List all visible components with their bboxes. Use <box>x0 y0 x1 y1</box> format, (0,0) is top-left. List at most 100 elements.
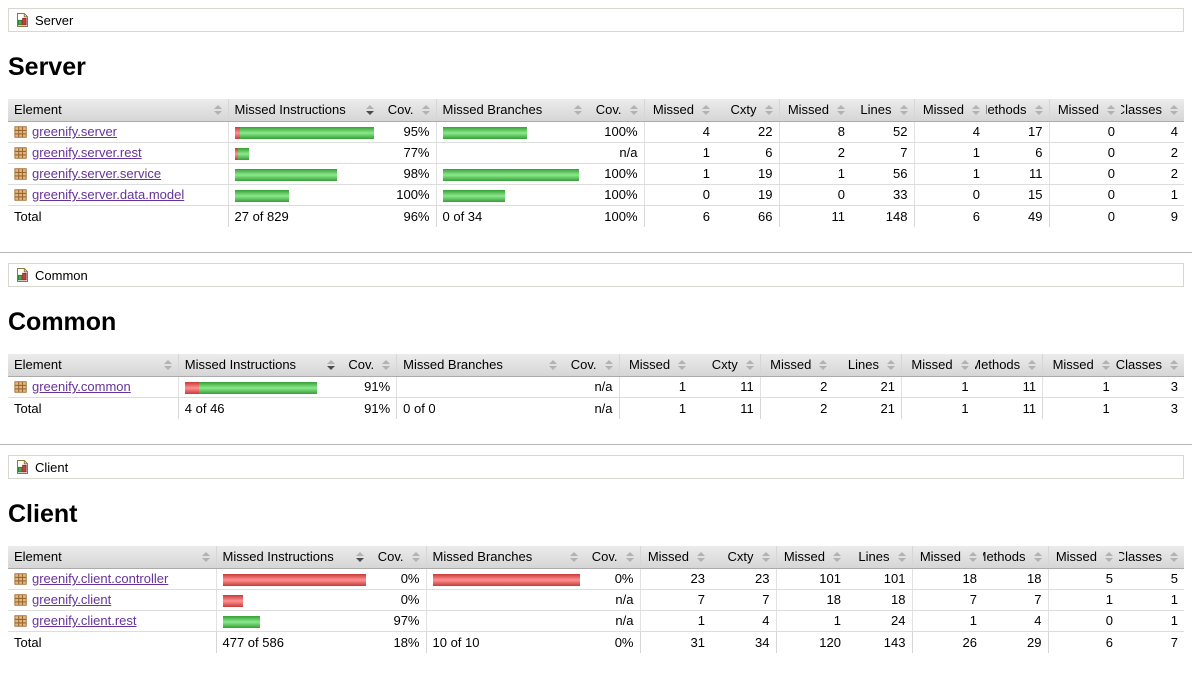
sort-arrows-icon[interactable] <box>574 104 582 115</box>
branch-coverage-value: n/a <box>584 610 640 632</box>
column-header-missed-methods[interactable]: Missed <box>911 546 983 569</box>
column-header-methods[interactable]: Methods <box>974 354 1043 377</box>
branch-coverage-value: n/a <box>562 376 620 398</box>
package-link[interactable]: greenify.server.service <box>32 166 162 181</box>
column-header-missed-classes[interactable]: Missed <box>1047 546 1119 569</box>
column-header-methods[interactable]: Methods <box>983 546 1048 569</box>
column-header-instruction-cov[interactable]: Cov. <box>340 354 397 377</box>
column-header-missed-lines[interactable]: Missed <box>775 546 847 569</box>
sort-arrows-icon[interactable] <box>570 551 578 562</box>
sort-arrows-icon[interactable] <box>548 359 557 370</box>
sort-arrows-icon[interactable] <box>1034 104 1043 115</box>
instruction-coverage-value: 77% <box>380 142 436 164</box>
column-header-missed-branches[interactable]: Missed Branches <box>396 354 563 377</box>
column-header-element[interactable]: Element <box>8 546 216 569</box>
sort-arrows-icon[interactable] <box>625 551 634 562</box>
column-header-lines[interactable]: Lines <box>851 99 914 122</box>
sort-arrows-icon[interactable] <box>1101 359 1110 370</box>
sort-arrows-icon[interactable] <box>326 359 335 370</box>
column-header-instruction-cov[interactable]: Cov. <box>380 99 436 122</box>
column-header-missed-methods[interactable]: Missed <box>913 99 986 122</box>
column-header-missed-branches[interactable]: Missed Branches <box>435 99 588 122</box>
sort-arrows-icon[interactable] <box>969 551 977 562</box>
column-header-instruction-cov[interactable]: Cov. <box>370 546 426 569</box>
sort-arrows-icon[interactable] <box>1033 551 1042 562</box>
package-icon <box>14 167 28 181</box>
sort-arrows-icon[interactable] <box>897 551 906 562</box>
package-link[interactable]: greenify.common <box>32 379 131 394</box>
sort-arrows-icon[interactable] <box>886 359 895 370</box>
classes-value: 3 <box>1115 376 1184 398</box>
sort-arrows-icon[interactable] <box>833 551 841 562</box>
sort-arrows-icon[interactable] <box>899 104 908 115</box>
sort-arrows-icon[interactable] <box>960 359 969 370</box>
sort-arrows-icon[interactable] <box>213 104 222 115</box>
sort-arrows-icon[interactable] <box>819 359 828 370</box>
sort-arrows-icon[interactable] <box>1170 551 1178 562</box>
column-header-missed-classes[interactable]: Missed <box>1042 354 1116 377</box>
column-header-methods[interactable]: Methods <box>986 99 1049 122</box>
column-header-missed-branches[interactable]: Missed Branches <box>425 546 584 569</box>
missed-instructions-bar <box>234 147 249 160</box>
sort-arrows-icon[interactable] <box>972 104 980 115</box>
sort-arrows-icon[interactable] <box>1105 551 1113 562</box>
missed-lines-value: 1 <box>775 610 847 632</box>
column-header-cxty[interactable]: Cxty <box>716 99 779 122</box>
column-header-branch-cov[interactable]: Cov. <box>588 99 644 122</box>
sort-arrows-icon[interactable] <box>1028 359 1037 370</box>
column-header-cxty[interactable]: Cxty <box>692 354 761 377</box>
column-header-element[interactable]: Element <box>8 99 228 122</box>
sort-arrows-icon[interactable] <box>761 551 770 562</box>
total-classes: 7 <box>1119 630 1184 653</box>
package-link[interactable]: greenify.server <box>32 124 118 139</box>
column-header-branch-cov[interactable]: Cov. <box>584 546 640 569</box>
sort-arrows-icon[interactable] <box>702 104 710 115</box>
column-header-classes[interactable]: Classes <box>1115 354 1184 377</box>
sort-arrows-icon[interactable] <box>604 359 613 370</box>
column-header-missed-cxty[interactable]: Missed <box>643 99 716 122</box>
sort-arrows-icon[interactable] <box>1170 104 1178 115</box>
column-header-classes[interactable]: Classes <box>1121 99 1184 122</box>
sort-arrows-icon[interactable] <box>356 551 364 562</box>
sort-arrows-icon[interactable] <box>201 551 210 562</box>
column-header-missed-lines[interactable]: Missed <box>778 99 851 122</box>
sort-arrows-icon[interactable] <box>1170 359 1178 370</box>
instruction-coverage-value: 97% <box>370 610 426 632</box>
package-link[interactable]: greenify.client <box>32 592 112 607</box>
column-header-missed-instructions[interactable]: Missed Instructions <box>177 354 341 377</box>
sort-arrows-icon[interactable] <box>411 551 420 562</box>
sort-arrows-icon[interactable] <box>745 359 754 370</box>
column-header-branch-cov[interactable]: Cov. <box>562 354 620 377</box>
sort-arrows-icon[interactable] <box>382 359 391 370</box>
total-lines: 21 <box>833 396 902 419</box>
column-header-missed-classes[interactable]: Missed <box>1048 99 1121 122</box>
total-lines: 148 <box>851 204 914 227</box>
sort-arrows-icon[interactable] <box>163 359 172 370</box>
column-header-missed-cxty[interactable]: Missed <box>618 354 693 377</box>
sort-arrows-icon[interactable] <box>1107 104 1115 115</box>
column-header-cxty[interactable]: Cxty <box>711 546 776 569</box>
package-link[interactable]: greenify.client.controller <box>32 571 169 586</box>
column-header-missed-cxty[interactable]: Missed <box>639 546 711 569</box>
lines-value: 52 <box>851 121 914 143</box>
package-link[interactable]: greenify.server.rest <box>32 145 142 160</box>
column-header-lines[interactable]: Lines <box>847 546 912 569</box>
methods-value: 6 <box>986 142 1049 164</box>
column-header-missed-methods[interactable]: Missed <box>900 354 975 377</box>
sort-arrows-icon[interactable] <box>629 104 638 115</box>
column-header-missed-instructions[interactable]: Missed Instructions <box>215 546 370 569</box>
sort-arrows-icon[interactable] <box>421 104 430 115</box>
sort-arrows-icon[interactable] <box>837 104 845 115</box>
column-header-classes[interactable]: Classes <box>1119 546 1184 569</box>
column-header-lines[interactable]: Lines <box>833 354 902 377</box>
total-missed-methods: 26 <box>911 630 983 653</box>
sort-arrows-icon[interactable] <box>697 551 705 562</box>
sort-arrows-icon[interactable] <box>678 359 687 370</box>
column-header-missed-lines[interactable]: Missed <box>759 354 834 377</box>
column-header-element[interactable]: Element <box>8 354 179 377</box>
sort-arrows-icon[interactable] <box>366 104 374 115</box>
package-link[interactable]: greenify.client.rest <box>32 613 137 628</box>
sort-arrows-icon[interactable] <box>764 104 773 115</box>
package-link[interactable]: greenify.server.data.model <box>32 187 185 202</box>
column-header-missed-instructions[interactable]: Missed Instructions <box>227 99 380 122</box>
